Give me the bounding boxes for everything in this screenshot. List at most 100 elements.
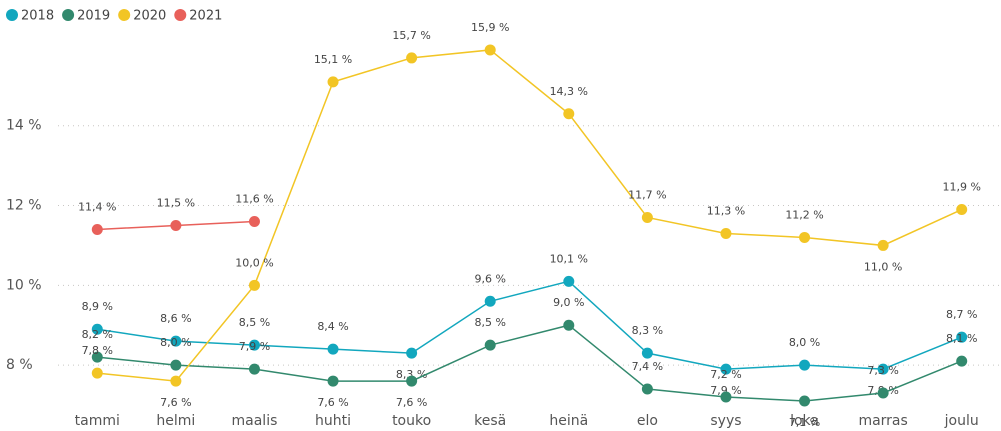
data-label: 7,9 % [239,340,270,353]
data-point [327,375,339,387]
series-line [97,280,962,370]
data-label: 11,3 % [707,204,745,217]
data-point [799,231,811,243]
data-point [484,295,496,307]
data-point [91,223,103,235]
legend-label: 2019 [77,9,110,24]
data-label: 7,6 % [160,396,191,409]
data-point [248,215,260,227]
series-line [97,324,962,402]
data-label: 14,3 % [550,85,588,98]
legend-label: 2018 [21,9,54,24]
data-label: 7,8 % [82,344,113,357]
x-tick-label: tammi [75,413,120,429]
data-label: 8,6 % [160,312,191,325]
y-tick-label: 10 % [6,277,42,293]
x-tick-label: marras [858,413,907,429]
data-point [484,339,496,351]
data-label: 11,0 % [864,260,902,273]
data-point [563,319,575,331]
x-tick-label: syys [710,413,741,429]
data-label: 11,9 % [942,181,980,194]
data-label: 7,4 % [632,360,663,373]
data-label: 10,0 % [235,256,273,269]
data-label: 7,2 % [710,368,741,381]
data-point [720,227,732,239]
data-point [877,387,889,399]
x-tick-label: touko [392,413,431,429]
x-tick-label: heinä [549,413,588,429]
data-label: 8,9 % [82,300,113,313]
x-tick-label: kesä [474,413,506,429]
y-tick-label: 8 % [6,357,33,373]
data-label: 8,3 % [632,324,663,337]
data-label: 8,0 % [789,336,820,349]
data-label: 8,0 % [160,336,191,349]
y-tick-label: 12 % [6,198,42,214]
data-point [720,363,732,375]
x-tick-label: helmi [156,413,195,429]
legend-label: 2020 [133,9,166,24]
x-tick-label: joulu [944,413,979,429]
data-point [641,383,653,395]
legend-marker [174,9,187,21]
data-label: 8,1 % [946,332,977,345]
x-tick-label: elo [637,413,658,429]
data-point [799,359,811,371]
data-point [484,44,496,56]
data-label: 15,7 % [392,29,430,42]
legend-marker [6,9,18,21]
data-label: 15,1 % [314,53,352,66]
series-line [97,49,963,382]
data-label: 11,7 % [628,189,666,202]
x-tick-label: maalis [232,413,278,429]
data-label: 11,4 % [78,200,116,213]
data-point [91,323,103,335]
data-label: 10,1 % [550,252,588,265]
x-tick-label: huhti [315,413,351,429]
data-point [956,355,968,367]
data-point [170,359,182,371]
data-point [956,331,968,343]
data-point [563,275,575,287]
data-label: 7,6 % [396,396,427,409]
data-label: 15,9 % [471,21,509,34]
data-point [327,343,339,355]
data-label: 7,9 % [710,384,741,397]
x-tick-label: loka [790,413,819,429]
data-label: 7,1 % [789,416,820,429]
data-point [641,347,653,359]
data-label: 11,5 % [157,196,195,209]
data-point [91,367,103,379]
data-point [248,339,260,351]
data-point [248,279,260,291]
data-point [170,335,182,347]
data-label: 11,2 % [785,208,823,221]
legend-marker [118,9,131,21]
data-point [563,108,575,120]
data-point [170,375,182,387]
data-label: 7,6 % [317,396,348,409]
data-point [877,363,889,375]
legend-marker [62,9,75,21]
y-tick-label: 14 % [6,118,42,134]
data-point [406,347,418,359]
data-point [641,212,653,223]
data-point [720,391,732,403]
data-point [956,204,968,216]
data-label: 8,5 % [474,316,505,329]
data-label: 9,6 % [474,272,505,285]
data-point [877,239,889,251]
data-label: 7,3 % [867,364,898,377]
data-point [406,375,418,387]
data-label: 8,7 % [946,308,977,321]
data-label: 8,4 % [317,320,348,333]
data-point [406,52,418,64]
data-point [91,351,103,363]
data-point [170,219,182,231]
data-label: 8,2 % [82,328,113,341]
data-point [327,76,339,88]
legend-label: 2021 [189,9,222,24]
data-point [799,395,811,407]
